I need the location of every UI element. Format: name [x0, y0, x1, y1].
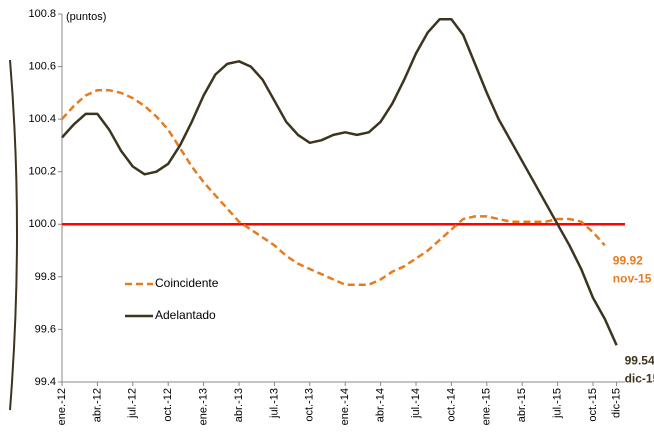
x-tick-label: jul.-14	[410, 388, 422, 419]
x-tick-label: ene.-14	[339, 388, 351, 425]
x-tick-label: oct.-14	[445, 388, 457, 422]
annotation-date: dic-15	[625, 371, 654, 385]
series-line	[61, 88, 606, 286]
y-tick-label: 99.4	[35, 376, 56, 388]
y-tick-label: 100.4	[28, 113, 56, 125]
x-tick-label: jul.-15	[552, 388, 564, 419]
y-axis-label: (puntos)	[66, 11, 106, 23]
x-tick-label: dic-15	[611, 388, 623, 418]
annotation-value: 99.92	[613, 253, 643, 267]
annotation-date: nov-15	[613, 271, 652, 285]
y-tick-label: 100.2	[28, 166, 56, 178]
y-tick-label: 99.8	[35, 271, 56, 283]
y-tick-label: 100.6	[28, 60, 56, 72]
x-tick-label: abr.-13	[233, 388, 245, 422]
annotation-value: 99.54	[625, 353, 654, 367]
x-tick-label: jul.-13	[268, 388, 280, 419]
x-tick-label: ene.-13	[198, 388, 210, 425]
x-tick-label: oct.-12	[162, 388, 174, 422]
x-tick-label: abr.-15	[516, 388, 528, 422]
x-tick-label: abr.-12	[91, 388, 103, 422]
y-tick-label: 100.8	[28, 8, 56, 20]
legend-label: Coincidente	[155, 276, 219, 290]
x-tick-label: abr.-14	[375, 388, 387, 422]
bracket	[9, 59, 18, 411]
y-tick-label: 99.6	[35, 323, 56, 335]
y-tick-label: 100.0	[28, 218, 56, 230]
x-tick-label: ene.-12	[56, 388, 68, 425]
x-tick-label: oct.-13	[304, 388, 316, 422]
x-tick-label: oct.-15	[587, 388, 599, 422]
legend-label: Adelantado	[155, 308, 216, 322]
x-tick-label: ene.-15	[481, 388, 493, 425]
series-line	[61, 18, 618, 346]
x-tick-label: jul.-12	[127, 388, 139, 419]
